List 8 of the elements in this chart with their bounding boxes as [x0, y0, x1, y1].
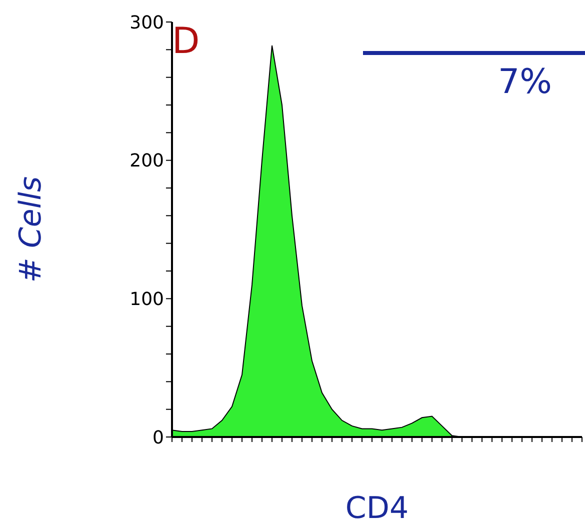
y-tick-label: 100	[130, 289, 164, 310]
y-tick-label: 0	[152, 427, 164, 448]
annotation: 7%	[497, 62, 553, 102]
y-axis-title: # Cells	[14, 176, 49, 283]
x-axis-title: CD4	[345, 491, 409, 520]
y-tick-label: 200	[130, 150, 164, 172]
y-tick-label: 300	[130, 12, 164, 34]
annotation: D	[172, 21, 200, 62]
